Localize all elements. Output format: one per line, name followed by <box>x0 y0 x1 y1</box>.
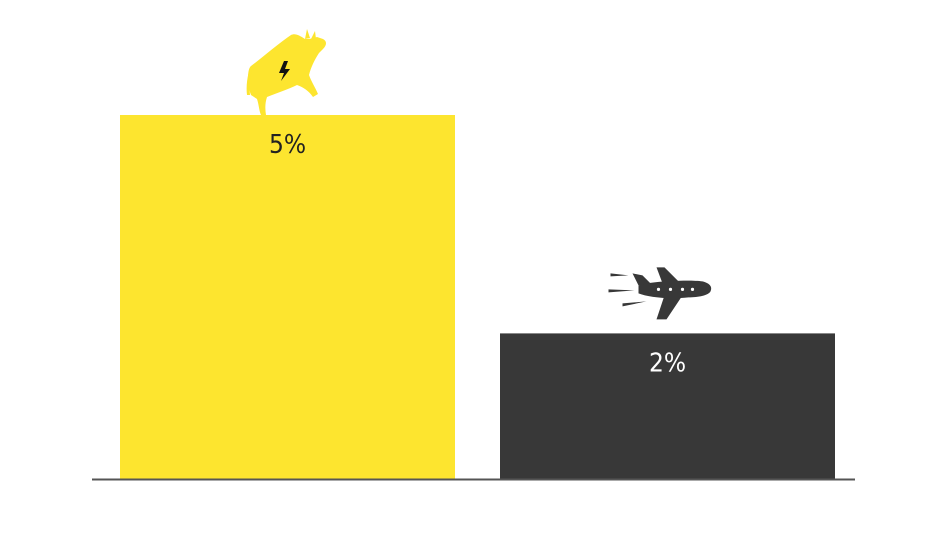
data-label-1: 5% <box>269 130 306 160</box>
bar-2 <box>500 333 835 479</box>
airplane-icon <box>608 267 712 320</box>
bar-1 <box>120 115 455 479</box>
cow-icon <box>246 29 326 115</box>
data-label-2: 2% <box>649 348 686 378</box>
